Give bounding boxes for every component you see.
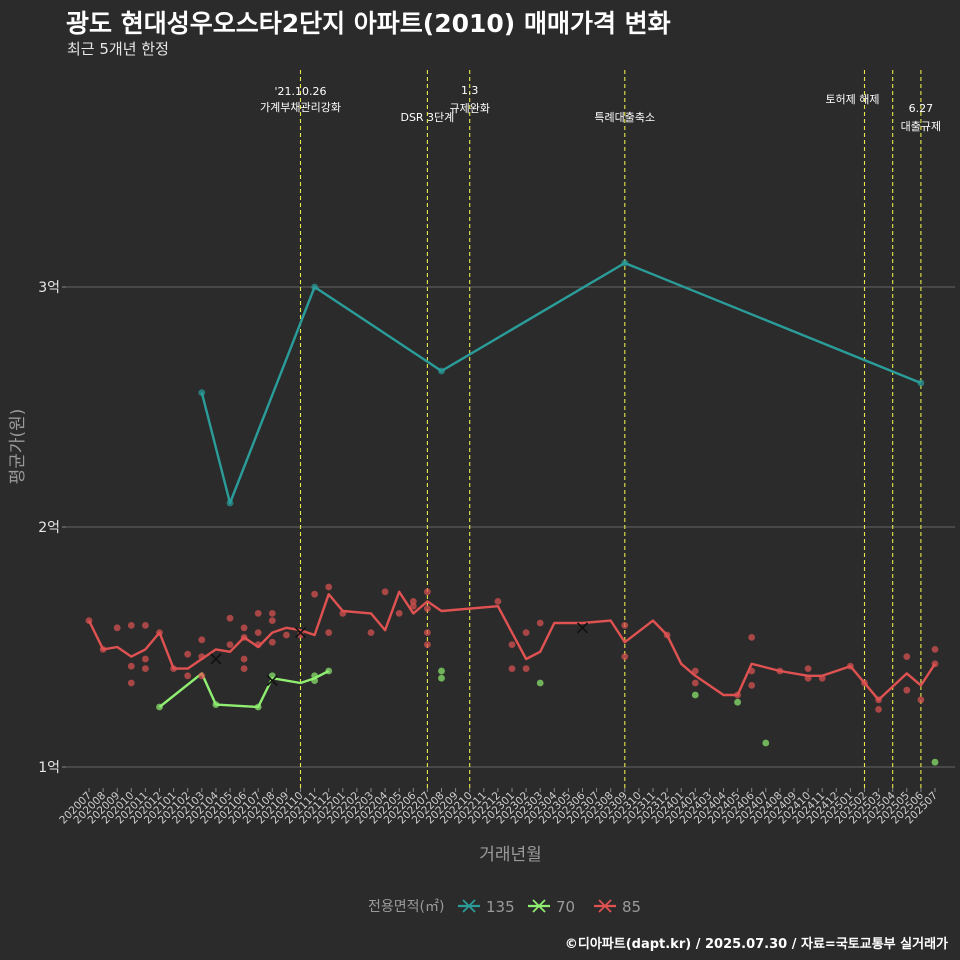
series-line bbox=[200, 261, 922, 505]
data-point bbox=[522, 629, 530, 636]
data-point bbox=[691, 691, 699, 699]
series-line bbox=[87, 590, 937, 701]
data-point bbox=[311, 590, 318, 598]
data-point bbox=[226, 641, 234, 648]
event-annotation: 특례대출축소 bbox=[594, 111, 655, 124]
data-point bbox=[142, 665, 149, 672]
data-point bbox=[142, 655, 149, 663]
data-point bbox=[226, 614, 234, 622]
data-point bbox=[438, 667, 445, 675]
data-point bbox=[127, 622, 135, 629]
data-point bbox=[931, 758, 939, 766]
data-point bbox=[198, 636, 206, 644]
data-point bbox=[283, 631, 290, 639]
legend-label: 70 bbox=[556, 898, 575, 916]
data-point bbox=[381, 588, 389, 596]
data-point bbox=[268, 638, 276, 646]
y-tick-label: 2억 bbox=[38, 520, 60, 536]
legend-key-marker bbox=[532, 899, 546, 913]
series-85 bbox=[85, 583, 939, 713]
chart-subtitle: 최근 5개년 한정 bbox=[67, 40, 169, 58]
source-caption: ©디아파트(dapt.kr) / 2025.07.30 / 자료=국토교통부 실… bbox=[564, 937, 948, 952]
mean-marker bbox=[576, 622, 589, 634]
legend-title: 전용면적(㎡) bbox=[368, 899, 444, 915]
data-point bbox=[424, 588, 431, 596]
mean-marker bbox=[210, 653, 222, 665]
event-annotation: 대출규제 bbox=[901, 120, 941, 133]
data-point bbox=[536, 619, 544, 627]
data-point bbox=[367, 629, 375, 636]
data-point bbox=[621, 622, 629, 629]
legend-key-marker bbox=[598, 899, 612, 913]
data-point bbox=[931, 646, 939, 653]
legend-item: 85 bbox=[594, 898, 641, 916]
data-point bbox=[875, 706, 882, 713]
legend-label: 135 bbox=[486, 898, 515, 916]
legend-label: 85 bbox=[622, 898, 641, 916]
series-line bbox=[158, 669, 330, 709]
data-point bbox=[438, 674, 445, 682]
event-annotation: 6.27 bbox=[909, 102, 934, 115]
y-axis-title: 평균가(원) bbox=[8, 409, 28, 485]
data-point bbox=[198, 672, 206, 680]
series-70 bbox=[156, 667, 939, 766]
series-135 bbox=[198, 259, 925, 507]
data-point bbox=[325, 583, 333, 591]
data-point bbox=[409, 598, 417, 605]
legend-item: 70 bbox=[528, 898, 575, 916]
data-point bbox=[240, 665, 248, 672]
data-point bbox=[113, 624, 121, 632]
data-point bbox=[508, 665, 516, 672]
data-point bbox=[762, 739, 770, 747]
data-point bbox=[903, 686, 911, 694]
data-point bbox=[748, 682, 756, 689]
y-tick-label: 1억 bbox=[38, 760, 60, 776]
data-point bbox=[621, 653, 629, 660]
data-point bbox=[268, 610, 276, 617]
mean-marker bbox=[266, 675, 278, 687]
data-point bbox=[127, 679, 135, 687]
data-point bbox=[184, 672, 192, 680]
data-point bbox=[536, 679, 544, 687]
data-point bbox=[240, 624, 248, 632]
event-annotation: 1.3 bbox=[461, 84, 479, 97]
data-point bbox=[804, 665, 812, 672]
chart-title: 광도 현대성우오스타2단지 아파트(2010) 매매가격 변화 bbox=[66, 9, 671, 38]
data-point bbox=[254, 610, 262, 617]
data-point bbox=[522, 665, 530, 672]
data-point bbox=[409, 602, 417, 610]
data-point bbox=[184, 650, 192, 658]
data-point bbox=[917, 696, 925, 704]
event-annotation: '21.10.26 bbox=[274, 85, 326, 98]
y-tick-label: 3억 bbox=[38, 280, 60, 296]
data-point bbox=[734, 698, 741, 706]
mean-marker bbox=[294, 627, 307, 639]
data-point bbox=[424, 629, 431, 636]
data-point bbox=[127, 662, 135, 670]
data-point bbox=[903, 653, 911, 660]
data-point bbox=[395, 610, 403, 617]
event-annotation: DSR 3단계 bbox=[400, 111, 454, 124]
data-point bbox=[508, 641, 516, 648]
data-point bbox=[691, 679, 699, 687]
data-point bbox=[268, 617, 276, 624]
data-point bbox=[142, 622, 149, 629]
legend-item: 135 bbox=[458, 898, 515, 916]
data-point bbox=[691, 667, 699, 675]
data-point bbox=[424, 641, 431, 648]
data-point bbox=[325, 629, 333, 636]
data-point bbox=[240, 655, 248, 663]
data-point bbox=[494, 598, 502, 605]
data-point bbox=[424, 605, 431, 612]
data-point bbox=[254, 629, 262, 636]
event-annotation: 규제완화 bbox=[449, 102, 489, 115]
legend-key-marker bbox=[462, 899, 476, 913]
event-annotation: 가계부채관리강화 bbox=[260, 101, 341, 114]
data-point bbox=[748, 634, 756, 641]
x-axis-title: 거래년월 bbox=[479, 845, 542, 865]
event-annotation: 토허제 해제 bbox=[825, 92, 879, 106]
